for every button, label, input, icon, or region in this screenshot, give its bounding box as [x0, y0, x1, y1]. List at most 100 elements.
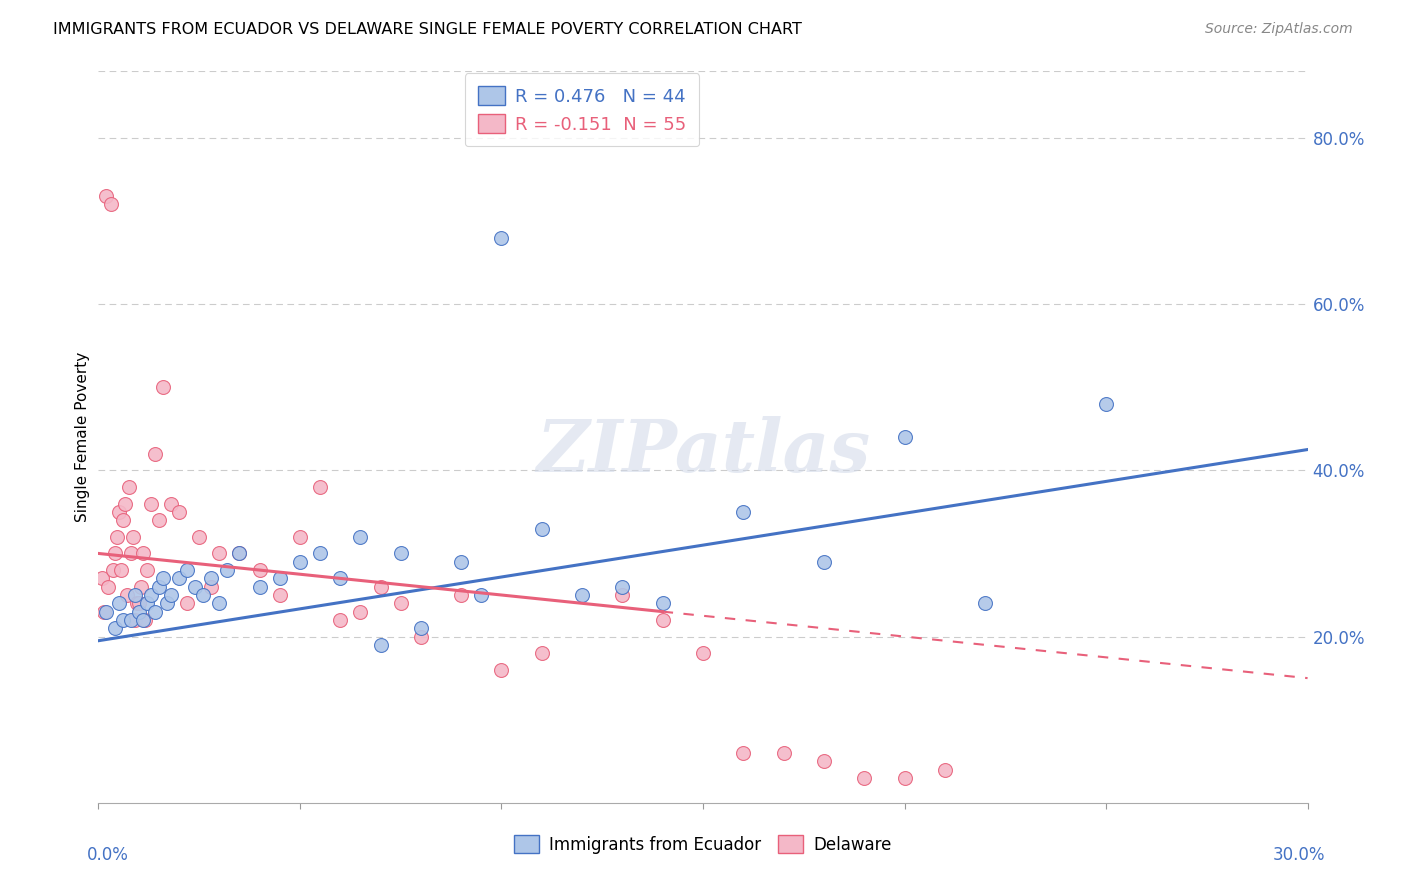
- Point: [120, 546, 142, 560]
- Point: [409, 621, 432, 635]
- Point: [193, 588, 215, 602]
- Point: [329, 613, 352, 627]
- Point: [176, 596, 198, 610]
- Point: [934, 763, 956, 777]
- Point: [96, 189, 118, 203]
- Point: [120, 613, 142, 627]
- Point: [309, 546, 332, 560]
- Point: [228, 546, 250, 560]
- Point: [491, 663, 513, 677]
- Point: [217, 563, 239, 577]
- Point: [530, 646, 553, 660]
- Point: [143, 447, 166, 461]
- Point: [160, 588, 183, 602]
- Point: [93, 605, 115, 619]
- Point: [124, 613, 146, 627]
- Point: [188, 530, 211, 544]
- Point: [128, 596, 150, 610]
- Point: [134, 613, 156, 627]
- Point: [389, 546, 412, 560]
- Point: [349, 530, 371, 544]
- Point: [269, 588, 291, 602]
- Point: [329, 571, 352, 585]
- Point: [249, 580, 271, 594]
- Point: [612, 588, 634, 602]
- Point: [409, 630, 432, 644]
- Point: [370, 580, 392, 594]
- Text: ZIPatlas: ZIPatlas: [536, 417, 870, 487]
- Point: [111, 513, 134, 527]
- Point: [103, 621, 125, 635]
- Point: [156, 596, 179, 610]
- Point: [269, 571, 291, 585]
- Point: [651, 596, 673, 610]
- Point: [152, 380, 174, 394]
- Point: [200, 571, 222, 585]
- Point: [111, 613, 134, 627]
- Point: [152, 571, 174, 585]
- Point: [249, 563, 271, 577]
- Point: [288, 555, 311, 569]
- Point: [370, 638, 392, 652]
- Point: [167, 571, 190, 585]
- Point: [167, 505, 190, 519]
- Y-axis label: Single Female Poverty: Single Female Poverty: [75, 352, 90, 522]
- Point: [101, 563, 124, 577]
- Text: Source: ZipAtlas.com: Source: ZipAtlas.com: [1205, 22, 1353, 37]
- Point: [114, 497, 136, 511]
- Point: [107, 505, 129, 519]
- Point: [139, 588, 162, 602]
- Point: [450, 588, 472, 602]
- Point: [115, 588, 138, 602]
- Point: [692, 646, 714, 660]
- Point: [893, 771, 915, 785]
- Point: [107, 596, 129, 610]
- Point: [148, 513, 170, 527]
- Point: [176, 563, 198, 577]
- Legend: Immigrants from Ecuador, Delaware: Immigrants from Ecuador, Delaware: [508, 829, 898, 860]
- Point: [530, 521, 553, 535]
- Point: [143, 605, 166, 619]
- Text: 0.0%: 0.0%: [87, 846, 129, 863]
- Point: [309, 480, 332, 494]
- Point: [450, 555, 472, 569]
- Point: [208, 546, 231, 560]
- Point: [105, 530, 128, 544]
- Point: [103, 546, 125, 560]
- Point: [96, 605, 118, 619]
- Point: [733, 746, 755, 760]
- Point: [733, 505, 755, 519]
- Point: [91, 571, 114, 585]
- Point: [228, 546, 250, 560]
- Point: [349, 605, 371, 619]
- Point: [974, 596, 997, 610]
- Point: [129, 580, 152, 594]
- Point: [125, 596, 148, 610]
- Point: [651, 613, 673, 627]
- Point: [1095, 397, 1118, 411]
- Point: [124, 588, 146, 602]
- Point: [135, 596, 157, 610]
- Point: [853, 771, 876, 785]
- Point: [121, 530, 143, 544]
- Point: [97, 580, 120, 594]
- Point: [491, 230, 513, 244]
- Point: [813, 754, 835, 768]
- Text: IMMIGRANTS FROM ECUADOR VS DELAWARE SINGLE FEMALE POVERTY CORRELATION CHART: IMMIGRANTS FROM ECUADOR VS DELAWARE SING…: [53, 22, 803, 37]
- Point: [288, 530, 311, 544]
- Point: [110, 563, 132, 577]
- Point: [139, 497, 162, 511]
- Point: [200, 580, 222, 594]
- Text: 30.0%: 30.0%: [1272, 846, 1326, 863]
- Point: [470, 588, 492, 602]
- Point: [389, 596, 412, 610]
- Point: [571, 588, 593, 602]
- Point: [184, 580, 207, 594]
- Point: [132, 546, 155, 560]
- Point: [135, 563, 157, 577]
- Point: [160, 497, 183, 511]
- Point: [772, 746, 794, 760]
- Point: [612, 580, 634, 594]
- Point: [132, 613, 155, 627]
- Point: [813, 555, 835, 569]
